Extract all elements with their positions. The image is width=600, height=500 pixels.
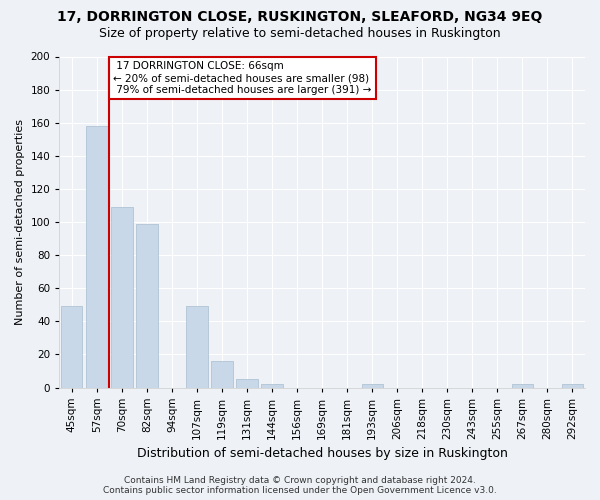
Bar: [236, 379, 258, 388]
Y-axis label: Number of semi-detached properties: Number of semi-detached properties: [15, 119, 25, 325]
X-axis label: Distribution of semi-detached houses by size in Ruskington: Distribution of semi-detached houses by …: [137, 447, 508, 460]
Bar: [86, 126, 107, 388]
Text: 17 DORRINGTON CLOSE: 66sqm
← 20% of semi-detached houses are smaller (98)
 79% o: 17 DORRINGTON CLOSE: 66sqm ← 20% of semi…: [113, 62, 371, 94]
Text: Size of property relative to semi-detached houses in Ruskington: Size of property relative to semi-detach…: [99, 28, 501, 40]
Bar: [187, 306, 208, 388]
Bar: [111, 207, 133, 388]
Bar: [362, 384, 383, 388]
Bar: [61, 306, 82, 388]
Text: Contains HM Land Registry data © Crown copyright and database right 2024.
Contai: Contains HM Land Registry data © Crown c…: [103, 476, 497, 495]
Bar: [211, 361, 233, 388]
Bar: [136, 224, 158, 388]
Bar: [262, 384, 283, 388]
Bar: [512, 384, 533, 388]
Text: 17, DORRINGTON CLOSE, RUSKINGTON, SLEAFORD, NG34 9EQ: 17, DORRINGTON CLOSE, RUSKINGTON, SLEAFO…: [58, 10, 542, 24]
Bar: [562, 384, 583, 388]
